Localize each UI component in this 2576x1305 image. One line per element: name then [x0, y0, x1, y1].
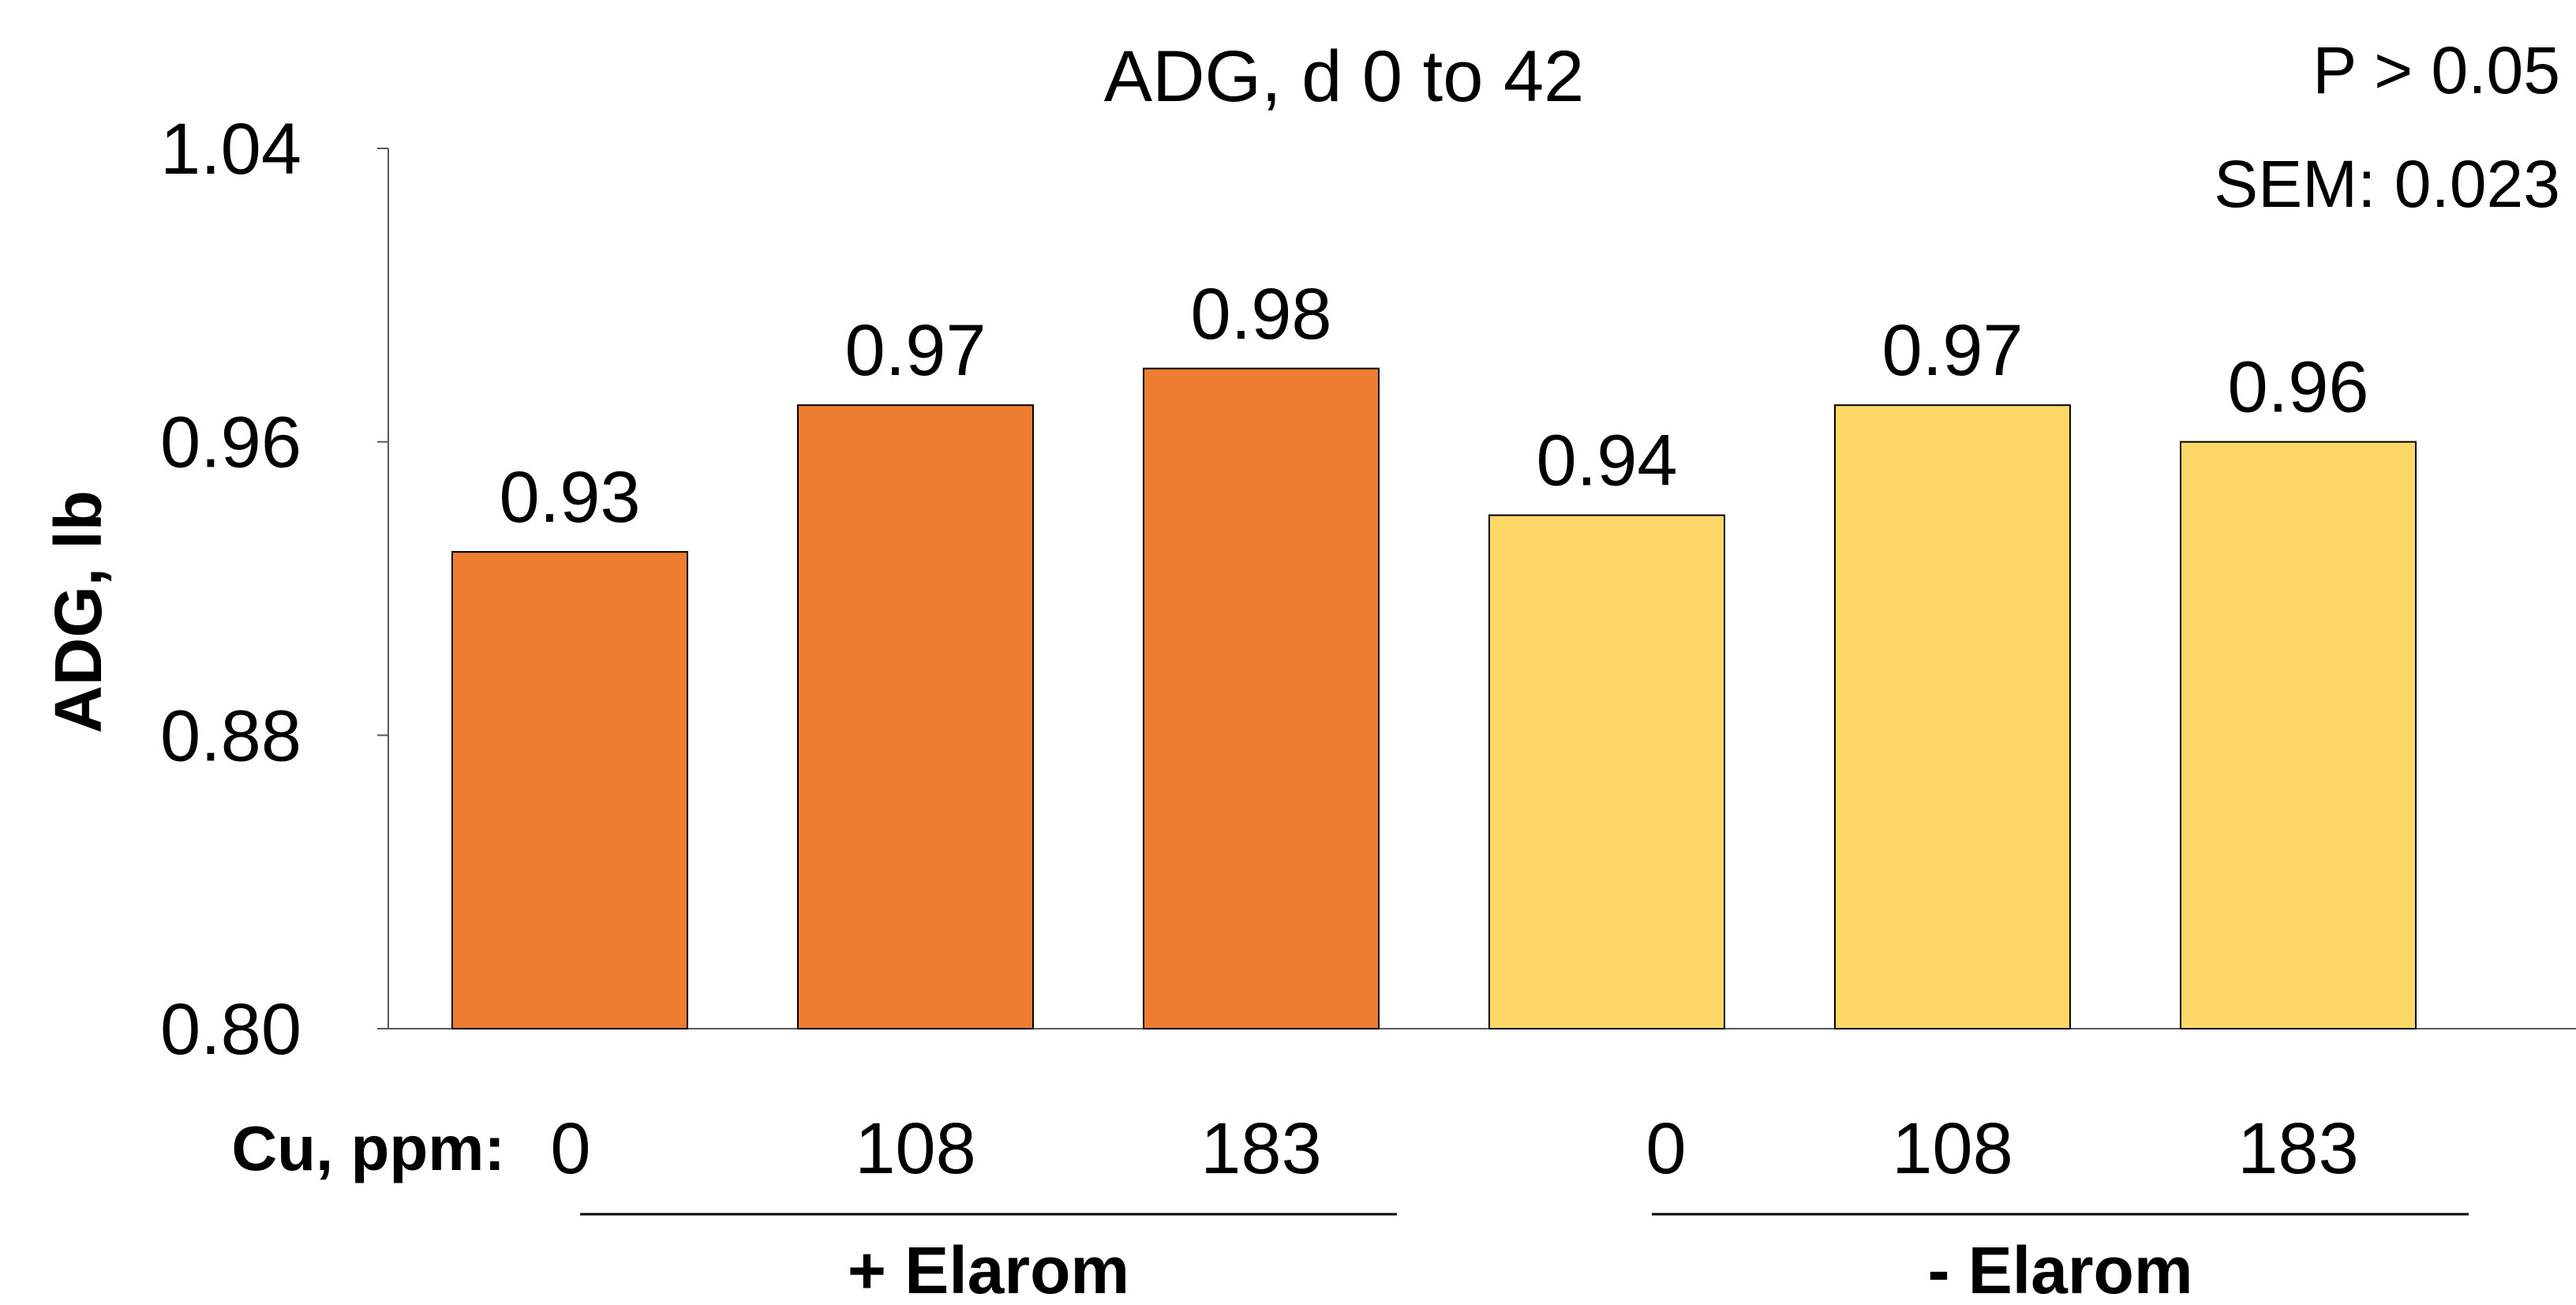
y-axis-label: ADG, lb: [41, 490, 115, 733]
group-label: + Elarom: [848, 1233, 1129, 1305]
axes: 0.80 0.88 0.96 1.04: [160, 109, 2576, 1070]
x-tick-label: 108: [855, 1108, 976, 1189]
data-label: 0.98: [1190, 274, 1331, 354]
y-tick-label: 1.04: [160, 109, 301, 189]
x-tick-label: 183: [2237, 1108, 2359, 1189]
y-tick-label: 0.80: [160, 989, 301, 1070]
data-label: 0.93: [499, 457, 640, 538]
x-tick-label: 108: [1892, 1108, 2013, 1189]
group-label: - Elarom: [1927, 1233, 2192, 1305]
x-tick-label: 183: [1200, 1108, 1322, 1189]
chart-title: ADG, d 0 to 42: [1104, 36, 1585, 117]
data-labels: 0.93 0 0.97 108 0.98 183 0.94 0 0.97 108 0.96 183 + …: [499, 274, 2469, 1305]
bar: [2180, 441, 2417, 1029]
bar: [1834, 404, 2071, 1029]
data-label: 0.97: [1881, 310, 2023, 391]
bar: [1143, 367, 1380, 1029]
bar: [1488, 514, 1725, 1029]
bars: [451, 367, 2417, 1029]
bar: [797, 404, 1034, 1029]
y-tick-label: 0.88: [160, 696, 301, 776]
x-tick-label: 0: [1646, 1108, 1686, 1189]
x-axis-prefix-label: Cu, ppm:: [231, 1113, 505, 1183]
y-tick-label: 0.96: [160, 403, 301, 483]
data-label: 0.94: [1536, 421, 1677, 501]
p-value-annotation: P > 0.05: [2312, 33, 2560, 107]
data-label: 0.97: [844, 310, 986, 391]
data-label: 0.96: [2227, 347, 2368, 428]
sem-annotation: SEM: 0.023: [2214, 147, 2560, 221]
bar: [451, 551, 688, 1029]
x-tick-label: 0: [550, 1108, 590, 1189]
